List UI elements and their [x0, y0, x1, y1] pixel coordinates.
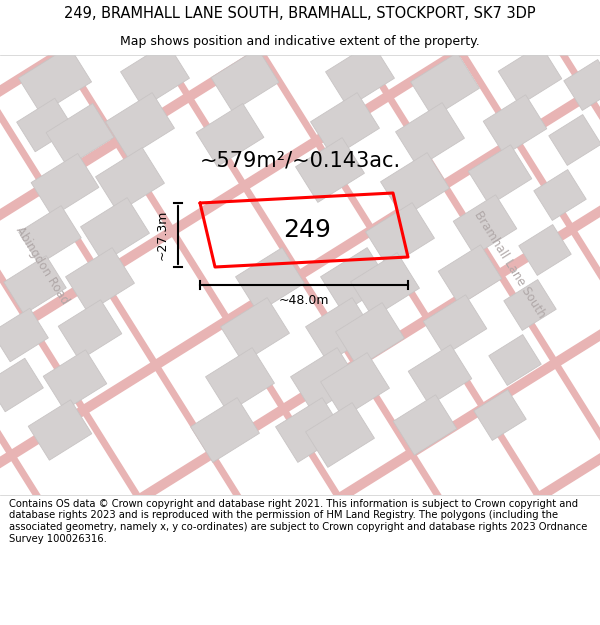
Polygon shape: [66, 0, 600, 625]
Polygon shape: [0, 392, 600, 625]
Polygon shape: [0, 36, 600, 625]
Polygon shape: [305, 402, 374, 468]
Polygon shape: [65, 248, 134, 312]
Polygon shape: [0, 481, 600, 625]
Polygon shape: [0, 0, 318, 625]
Polygon shape: [499, 0, 600, 625]
Polygon shape: [19, 46, 92, 114]
Polygon shape: [0, 0, 600, 426]
Polygon shape: [410, 52, 479, 118]
Polygon shape: [4, 256, 66, 314]
Polygon shape: [474, 389, 526, 441]
Polygon shape: [498, 45, 562, 105]
Polygon shape: [427, 0, 600, 625]
Polygon shape: [106, 92, 175, 158]
Text: 249: 249: [283, 218, 331, 242]
Polygon shape: [0, 0, 245, 625]
Polygon shape: [0, 0, 462, 625]
Polygon shape: [31, 154, 99, 216]
Polygon shape: [320, 352, 389, 418]
Polygon shape: [282, 0, 600, 625]
Polygon shape: [549, 114, 600, 166]
Polygon shape: [0, 0, 600, 248]
Polygon shape: [0, 0, 173, 625]
Text: Contains OS data © Crown copyright and database right 2021. This information is : Contains OS data © Crown copyright and d…: [9, 499, 587, 544]
Text: ~579m²/~0.143ac.: ~579m²/~0.143ac.: [199, 150, 401, 170]
Text: Bramhall Lane South: Bramhall Lane South: [472, 209, 548, 321]
Polygon shape: [311, 92, 379, 158]
Polygon shape: [320, 248, 389, 312]
Polygon shape: [380, 152, 449, 218]
Polygon shape: [305, 298, 374, 362]
Polygon shape: [438, 245, 502, 305]
Polygon shape: [0, 302, 600, 625]
Polygon shape: [335, 302, 404, 368]
Polygon shape: [0, 124, 600, 625]
Polygon shape: [210, 0, 600, 625]
Polygon shape: [395, 102, 464, 168]
Polygon shape: [211, 49, 279, 111]
Polygon shape: [0, 0, 600, 514]
Polygon shape: [43, 350, 107, 410]
Polygon shape: [0, 570, 600, 625]
Polygon shape: [121, 42, 190, 107]
Polygon shape: [236, 248, 304, 312]
Polygon shape: [138, 0, 600, 625]
Polygon shape: [468, 145, 532, 205]
Polygon shape: [393, 395, 457, 455]
Polygon shape: [0, 308, 49, 362]
Polygon shape: [0, 0, 600, 69]
Polygon shape: [423, 295, 487, 355]
Polygon shape: [504, 279, 556, 331]
Polygon shape: [0, 0, 101, 625]
Polygon shape: [365, 202, 434, 268]
Text: ~27.3m: ~27.3m: [155, 210, 169, 260]
Polygon shape: [0, 358, 43, 412]
Polygon shape: [206, 348, 274, 413]
Polygon shape: [0, 0, 600, 604]
Polygon shape: [290, 348, 359, 413]
Polygon shape: [453, 195, 517, 255]
Polygon shape: [95, 148, 164, 213]
Polygon shape: [19, 206, 81, 264]
Polygon shape: [0, 0, 534, 625]
Polygon shape: [564, 59, 600, 111]
Polygon shape: [350, 253, 419, 318]
Polygon shape: [408, 345, 472, 405]
Polygon shape: [196, 104, 264, 166]
Polygon shape: [275, 398, 344, 462]
Polygon shape: [46, 104, 114, 166]
Text: Abingdon Road: Abingdon Road: [13, 224, 71, 306]
Polygon shape: [0, 0, 390, 625]
Polygon shape: [489, 334, 541, 386]
Polygon shape: [221, 298, 289, 362]
Polygon shape: [28, 400, 92, 460]
Polygon shape: [519, 224, 571, 276]
Polygon shape: [17, 98, 73, 152]
Text: Map shows position and indicative extent of the property.: Map shows position and indicative extent…: [120, 35, 480, 48]
Text: 249, BRAMHALL LANE SOUTH, BRAMHALL, STOCKPORT, SK7 3DP: 249, BRAMHALL LANE SOUTH, BRAMHALL, STOC…: [64, 6, 536, 21]
Polygon shape: [0, 0, 600, 158]
Polygon shape: [0, 214, 600, 625]
Polygon shape: [296, 138, 364, 202]
Polygon shape: [80, 198, 149, 262]
Polygon shape: [0, 0, 600, 336]
Polygon shape: [355, 0, 600, 625]
Polygon shape: [534, 169, 586, 221]
Polygon shape: [326, 42, 394, 107]
